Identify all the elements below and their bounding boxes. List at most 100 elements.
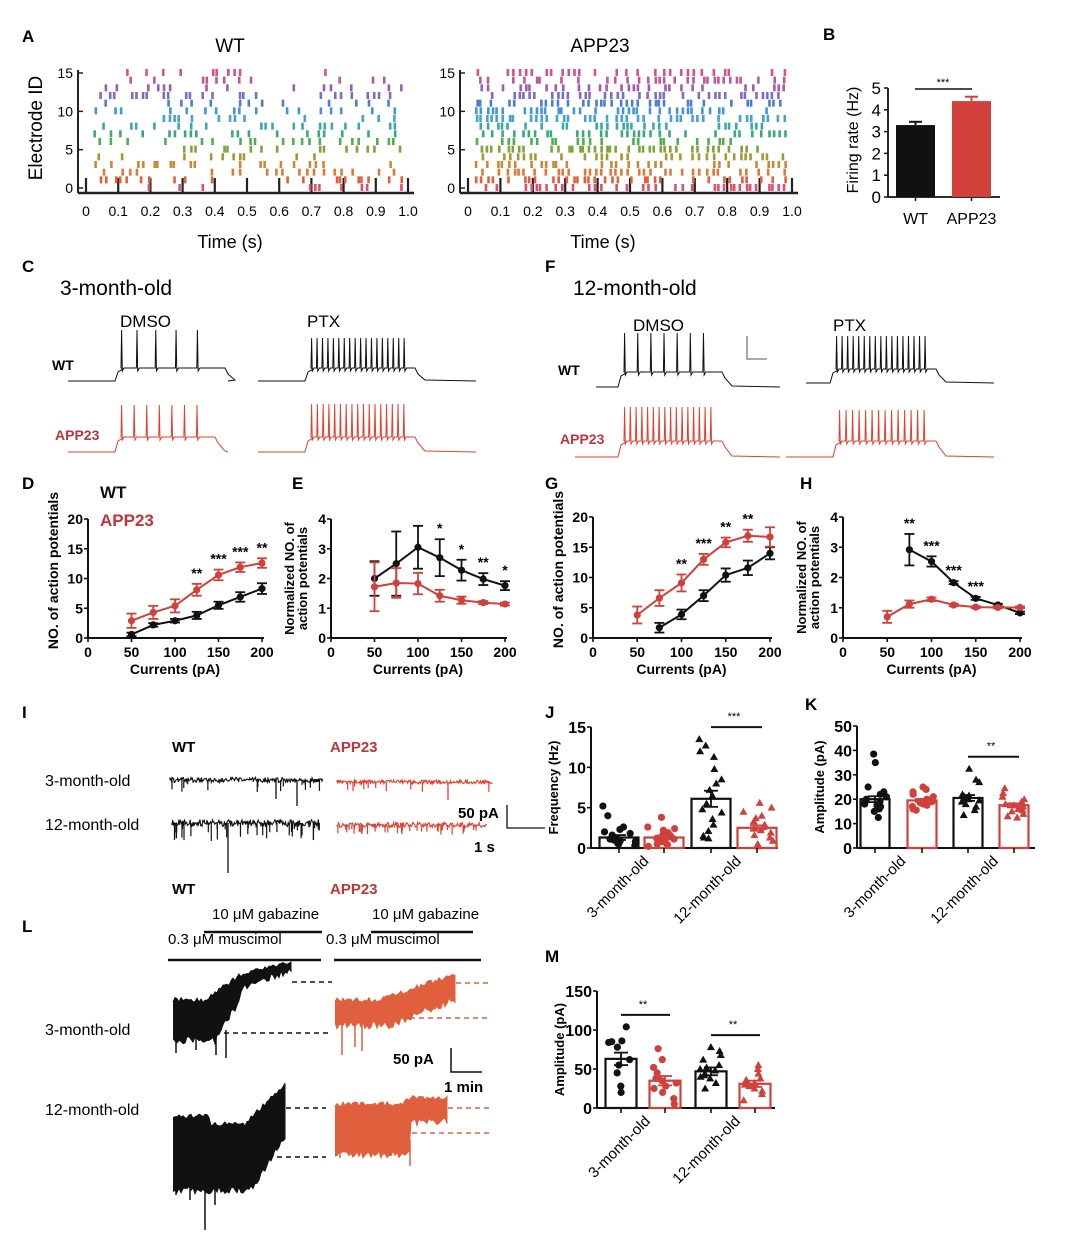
spike-mark bbox=[392, 138, 395, 145]
raster-wt: 0 0.1 0.2 0.3 0.4 0.5 0.6 0.7 0.8 0.9 1.0 0 5 10 15 bbox=[57, 65, 418, 219]
spike-mark bbox=[308, 184, 312, 191]
spike-mark bbox=[761, 153, 765, 161]
trace-app23-3-month bbox=[334, 973, 456, 1031]
spike-mark bbox=[727, 161, 730, 168]
spike-mark bbox=[610, 161, 613, 168]
spike-mark bbox=[486, 122, 490, 130]
data-point bbox=[874, 813, 882, 822]
spike-mark bbox=[512, 69, 515, 76]
spike-mark bbox=[738, 184, 742, 191]
panel-label-k: K bbox=[805, 695, 818, 714]
spike-mark bbox=[783, 168, 787, 176]
spike-mark bbox=[681, 184, 685, 191]
data-point bbox=[659, 826, 667, 834]
spike-mark bbox=[718, 107, 721, 115]
y-tick-label: 5 bbox=[577, 801, 586, 818]
spike-mark bbox=[770, 92, 774, 99]
panel-c-wt-label: WT bbox=[52, 357, 74, 373]
spike-mark bbox=[620, 115, 624, 122]
spike-mark bbox=[566, 92, 570, 99]
data-point bbox=[709, 752, 718, 760]
spike-mark bbox=[233, 115, 237, 122]
spike-mark bbox=[613, 76, 617, 84]
spike-mark bbox=[166, 92, 170, 99]
spike-mark bbox=[313, 153, 316, 161]
y-axis-label: Amplitude (pA) bbox=[552, 1003, 567, 1096]
spike-mark bbox=[215, 69, 218, 76]
legend-app23: APP23 bbox=[100, 511, 154, 530]
data-point bbox=[883, 613, 891, 621]
spike-mark bbox=[765, 107, 768, 115]
y-tick-label: 50 bbox=[574, 1062, 592, 1079]
spike-mark bbox=[540, 161, 544, 168]
spike-mark bbox=[263, 161, 266, 168]
spike-mark bbox=[643, 176, 647, 184]
spike-mark bbox=[495, 184, 499, 191]
y-tick-label: 5 bbox=[65, 142, 73, 158]
panel-c-title: 3-month-old bbox=[60, 277, 172, 300]
spike-mark bbox=[387, 138, 391, 145]
spike-mark bbox=[130, 122, 133, 130]
spike-mark bbox=[97, 153, 101, 161]
spike-mark bbox=[778, 130, 781, 138]
spike-mark bbox=[400, 184, 403, 191]
spike-mark bbox=[339, 107, 343, 115]
spike-mark bbox=[497, 168, 501, 176]
data-point bbox=[1016, 603, 1024, 612]
y-tick-label: 4 bbox=[872, 101, 881, 120]
spike-mark bbox=[609, 92, 613, 99]
spike-mark bbox=[728, 76, 732, 84]
spike-mark bbox=[712, 153, 716, 161]
data-point bbox=[750, 831, 759, 839]
spike-mark bbox=[630, 176, 633, 184]
spike-mark bbox=[703, 76, 706, 84]
panel-f-dmso-label: DMSO bbox=[633, 316, 684, 335]
spike-mark bbox=[587, 130, 591, 138]
spike-mark bbox=[523, 107, 527, 115]
y-tick-label: 1 bbox=[872, 166, 881, 185]
spike-mark bbox=[509, 153, 512, 161]
spike-mark bbox=[583, 153, 587, 161]
spike-mark bbox=[636, 115, 640, 122]
spike-mark bbox=[104, 99, 107, 107]
significance-label: ** bbox=[904, 515, 915, 531]
spike-mark bbox=[173, 176, 176, 184]
trace-app23-12-month bbox=[336, 820, 488, 830]
spike-mark bbox=[185, 107, 189, 115]
spike-mark bbox=[684, 130, 687, 138]
spike-mark bbox=[329, 107, 333, 115]
spike-mark bbox=[497, 145, 501, 153]
spike-mark bbox=[318, 145, 322, 153]
spike-mark bbox=[772, 130, 776, 138]
spike-mark bbox=[587, 99, 590, 107]
spike-mark bbox=[697, 92, 701, 99]
x-tick-label: 100 bbox=[163, 644, 187, 660]
y-axis-label: Firing rate (Hz) bbox=[845, 87, 862, 194]
spike-mark bbox=[300, 138, 304, 145]
data-point bbox=[236, 593, 244, 601]
spike-mark bbox=[318, 122, 322, 130]
data-point bbox=[756, 1074, 765, 1082]
spike-mark bbox=[215, 76, 218, 84]
spike-mark bbox=[178, 184, 181, 191]
significance-label: *** bbox=[945, 562, 962, 578]
spike-mark bbox=[706, 76, 709, 84]
spike-mark bbox=[784, 130, 787, 138]
spike-mark bbox=[625, 69, 628, 76]
x-tick-label: 100 bbox=[920, 644, 944, 660]
spike-mark bbox=[513, 168, 517, 176]
spike-mark bbox=[771, 184, 774, 191]
spike-mark bbox=[744, 153, 747, 161]
spike-mark bbox=[524, 176, 527, 184]
spike-mark bbox=[557, 145, 560, 153]
data-point bbox=[127, 630, 136, 639]
spike-mark bbox=[593, 184, 597, 191]
spike-mark bbox=[232, 107, 236, 115]
spike-mark bbox=[567, 168, 571, 176]
spike-mark bbox=[668, 69, 672, 76]
bar-group-wt-12-month-old bbox=[952, 764, 984, 850]
spike-mark bbox=[343, 176, 347, 184]
panel-label-f: F bbox=[545, 257, 555, 276]
data-point bbox=[650, 1084, 658, 1093]
y-axis-label: Amplitude (pA) bbox=[812, 740, 827, 833]
